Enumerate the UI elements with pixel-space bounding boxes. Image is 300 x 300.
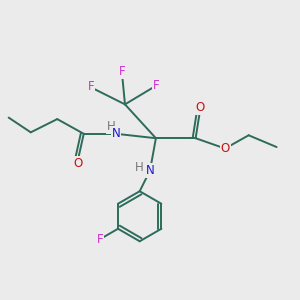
Text: O: O — [195, 101, 205, 114]
Text: F: F — [97, 232, 103, 246]
Text: N: N — [146, 164, 154, 177]
Text: H: H — [107, 120, 116, 133]
Text: N: N — [112, 127, 121, 140]
Text: O: O — [220, 142, 230, 155]
Text: F: F — [153, 79, 159, 92]
Text: F: F — [119, 65, 125, 79]
Text: H: H — [135, 161, 144, 174]
Text: F: F — [88, 80, 94, 93]
Text: O: O — [73, 157, 83, 170]
